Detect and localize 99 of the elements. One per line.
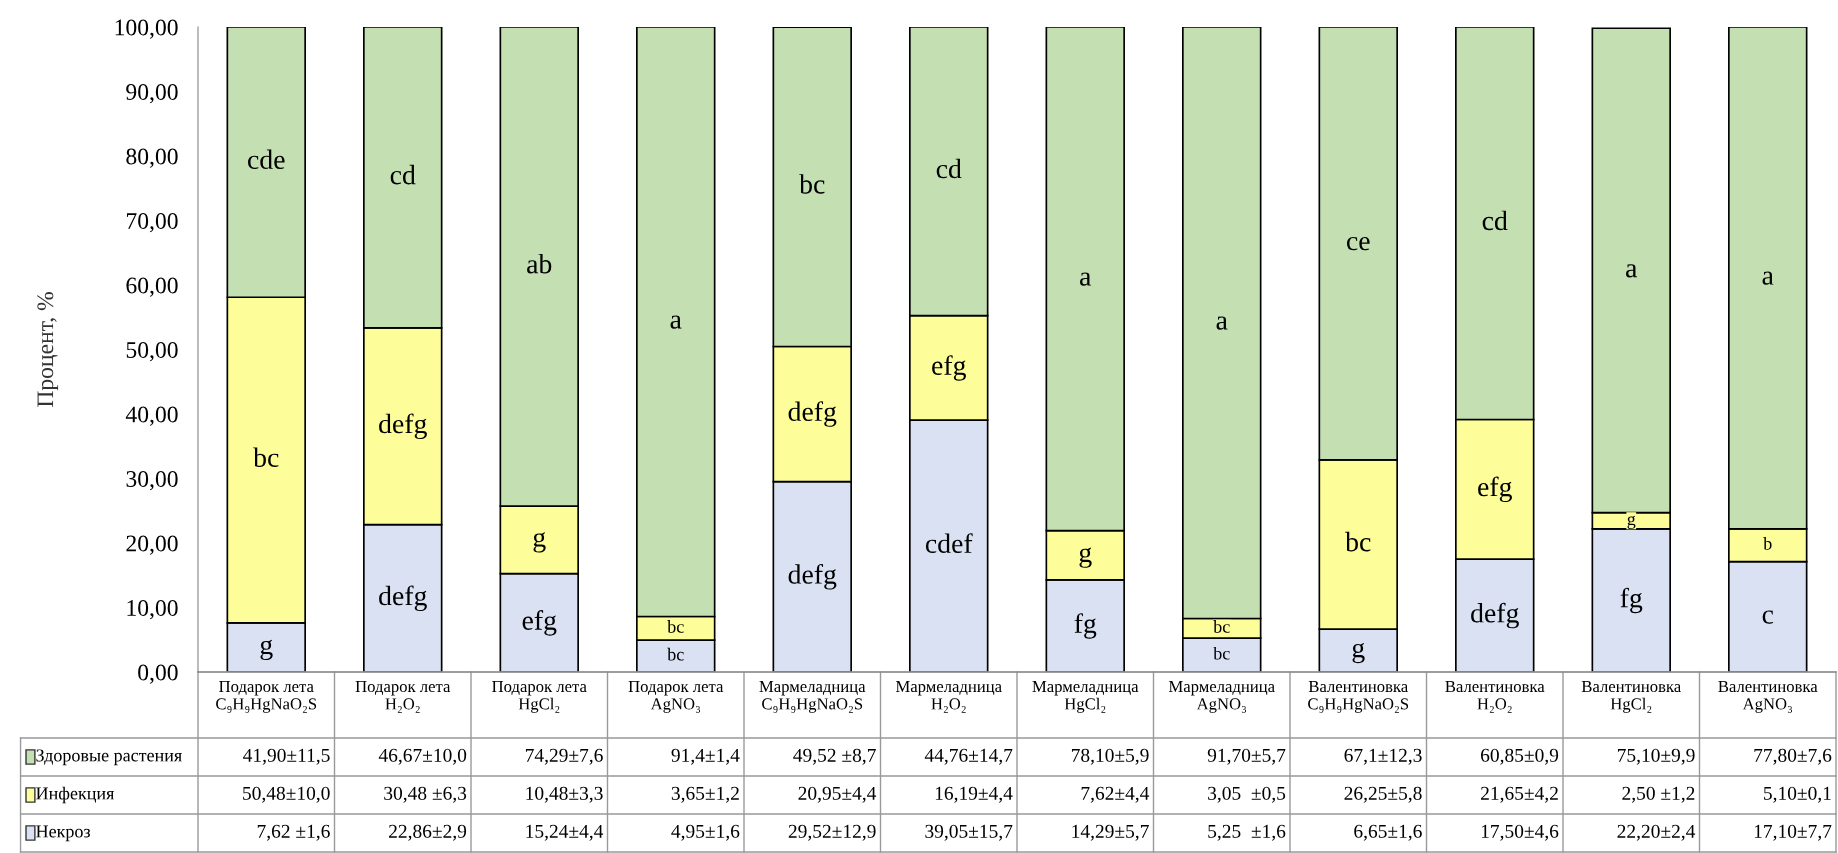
y-axis-title: Процент, % (37, 292, 59, 408)
data-label: 20,95±4,4 (798, 786, 877, 803)
data-label: 29,52±12,9 (788, 824, 876, 841)
annotation: defg (788, 401, 837, 427)
y-tick-label: 70,00 (126, 212, 178, 233)
annotation: cd (1482, 210, 1508, 231)
annotation: a (1216, 316, 1228, 330)
annotation: efg (932, 355, 966, 381)
annotation: fg (1620, 587, 1643, 614)
data-label: 74,29±7,6 (525, 748, 603, 765)
y-tick-label: 0,00 (138, 664, 178, 684)
data-label: 26,25±5,8 (1344, 786, 1422, 803)
data-label: 22,20±2,4 (1617, 824, 1696, 841)
annotation: defg (379, 413, 427, 440)
legend-label: Некроз (36, 825, 90, 842)
annotation: bc (667, 620, 684, 633)
annotation: cde (248, 149, 285, 170)
data-label: 5,25 ±1,6 (1208, 824, 1286, 841)
data-label: 41,90±11,5 (243, 748, 330, 765)
data-label: 15,24±4,4 (526, 824, 604, 841)
annotation: c (1762, 610, 1774, 624)
data-label: 17,50±4,6 (1481, 824, 1559, 841)
data-label: 49,52 ±8,7 (793, 748, 876, 765)
data-label: 46,67±10,0 (378, 748, 467, 765)
data-label: 39,05±15,7 (925, 824, 1013, 841)
x-tick-label: Подарок лета HgCl₂ (492, 680, 587, 713)
annotation: bc (799, 174, 825, 194)
data-label: 91,4±1,4 (671, 748, 740, 765)
annotation: g (260, 639, 273, 661)
data-label: 21,65±4,2 (1481, 786, 1558, 803)
x-tick-label: Мармеладница C₉H₉HgNaO₂S (759, 680, 866, 713)
x-tick-label: Мармеладница HgCl₂ (1032, 680, 1139, 713)
y-tick-label: 10,00 (127, 599, 178, 620)
data-label: 50,48±10,0 (243, 786, 330, 803)
annotation: defg (379, 585, 427, 612)
annotation: bc (1213, 646, 1230, 660)
data-label: 16,19±4,4 (935, 786, 1013, 803)
y-tick-label: 100,00 (115, 19, 178, 39)
annotation: bc (1213, 620, 1230, 633)
annotation: defg (788, 564, 837, 590)
x-tick-label: Подарок лета AgNO₃ (628, 680, 724, 713)
data-label: 75,10±9,9 (1617, 748, 1695, 765)
legend-label: Инфекция (36, 786, 115, 804)
annotation: a (1080, 272, 1092, 286)
annotation: defg (1471, 602, 1519, 629)
data-label: 3,05 ±0,5 (1208, 786, 1286, 803)
data-label: 3,65±1,2 (671, 786, 739, 803)
x-tick-label: Подарок лета H₂O₂ (355, 680, 451, 713)
data-label: 2,50 ±1,2 (1622, 786, 1695, 803)
annotation: g (1627, 515, 1636, 529)
data-label: 6,65±1,6 (1354, 824, 1422, 841)
annotation: fg (1074, 613, 1097, 639)
y-tick-label: 30,00 (126, 470, 178, 491)
annotation: bc (667, 647, 684, 661)
data-label: 91,70±5,7 (1207, 748, 1286, 765)
annotation: g (1352, 642, 1365, 664)
data-label: 67,1±12,3 (1344, 748, 1422, 765)
y-tick-label: 40,00 (125, 406, 178, 426)
y-tick-label: 60,00 (126, 277, 178, 297)
data-label: 77,80±7,6 (1754, 748, 1832, 765)
annotation: bc (253, 447, 279, 468)
annotation: bc (1345, 531, 1371, 552)
data-label: 7,62 ±1,6 (257, 824, 330, 841)
data-label: 60,85±0,9 (1481, 748, 1559, 765)
annotation: g (533, 532, 546, 553)
legend-label: Здоровые растения (36, 749, 182, 766)
annotation: efg (522, 610, 557, 636)
data-label: 5,10±0,1 (1764, 786, 1831, 803)
y-tick-label: 20,00 (126, 535, 178, 555)
x-tick-label: Подарок лета C₉H₉HgNaO₂S (216, 680, 317, 713)
annotation: b (1763, 537, 1772, 550)
data-label: 7,62±4,4 (1081, 786, 1150, 803)
annotation: ab (527, 253, 552, 274)
annotation: a (1762, 271, 1774, 285)
data-label: 30,48 ±6,3 (384, 786, 467, 803)
data-label: 44,76±14,7 (924, 748, 1013, 765)
annotation: ce (1346, 236, 1370, 251)
annotation: cd (390, 164, 416, 185)
x-tick-label: Мармеладница AgNO₃ (1168, 680, 1275, 713)
x-tick-label: Валентиновка H₂O₂ (1445, 680, 1545, 713)
y-tick-label: 80,00 (126, 148, 178, 168)
x-tick-label: Валентиновка AgNO₃ (1718, 680, 1818, 713)
data-label: 14,29±5,7 (1072, 824, 1149, 841)
data-label: 17,10±7,7 (1754, 824, 1832, 841)
y-tick-label: 50,00 (126, 341, 178, 362)
annotation: a (670, 315, 682, 329)
x-tick-label: Валентиновка HgCl₂ (1581, 680, 1681, 713)
data-label: 78,10±5,9 (1071, 748, 1149, 765)
data-label: 10,48±3,3 (526, 786, 603, 803)
annotation: cdef (925, 533, 973, 554)
y-tick-label: 90,00 (126, 83, 178, 104)
x-tick-label: Валентиновка C₉H₉HgNaO₂S (1308, 680, 1409, 713)
data-label: 22,86±2,9 (389, 824, 467, 841)
annotation: g (1079, 547, 1092, 568)
annotation: efg (1478, 476, 1512, 503)
data-label: 4,95±1,6 (671, 824, 740, 841)
annotation: a (1626, 264, 1638, 278)
x-tick-label: Мармеладница H₂O₂ (895, 680, 1002, 713)
annotation: cd (936, 158, 962, 179)
